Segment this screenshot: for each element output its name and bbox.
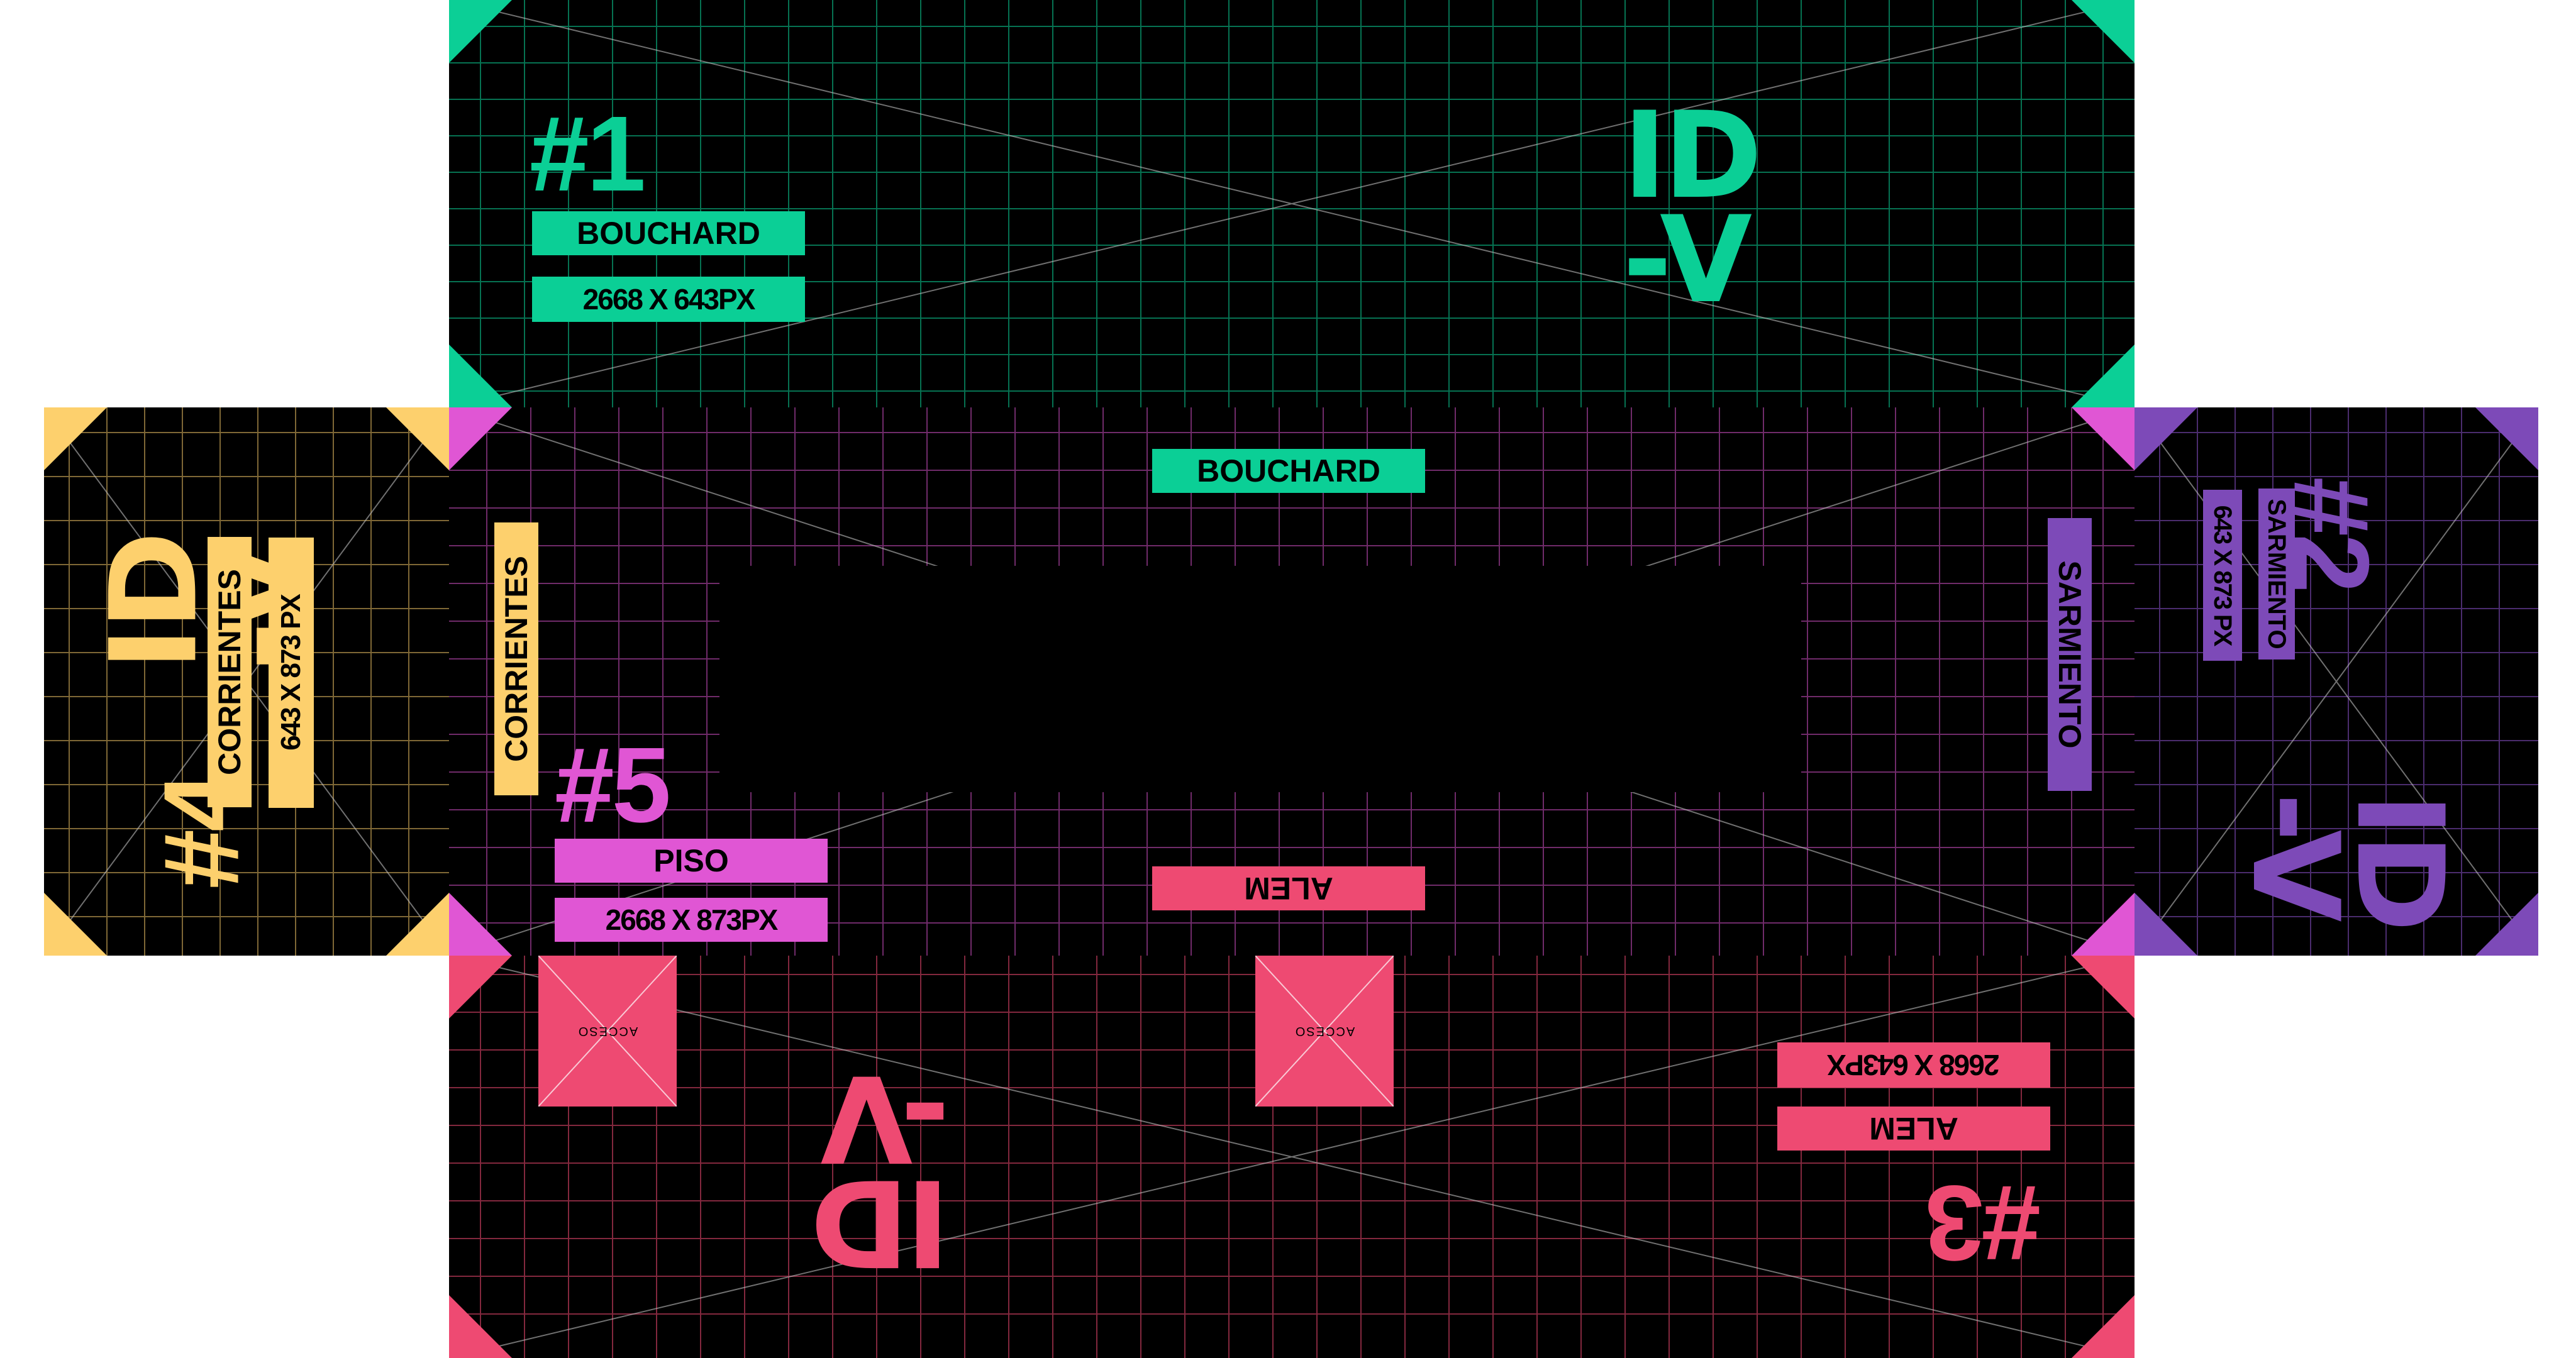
panel-alem-wall: ACCESO ACCESO 2668 X 643PX ALEM #3 ID -V bbox=[449, 956, 2135, 1358]
logo-line-v: -V bbox=[824, 1048, 950, 1188]
edge-label-right: SARMIENTO bbox=[2048, 518, 2092, 791]
grid-lines bbox=[449, 0, 2135, 407]
dimension-label: 2668 X 873PX bbox=[555, 898, 828, 942]
panel-number: #3 bbox=[1927, 1163, 2041, 1283]
idv-logo: ID -V bbox=[814, 1048, 950, 1292]
panel-number: #5 bbox=[555, 726, 671, 845]
logo-line-id: ID bbox=[2330, 792, 2470, 929]
idv-logo: ID -V bbox=[2226, 792, 2470, 929]
panel-corrientes-wall: ID -V #4 CORRIENTES 643 X 873 PX bbox=[44, 407, 449, 956]
street-label: SARMIENTO bbox=[2258, 489, 2295, 660]
panel-bouchard-wall: #1 BOUCHARD 2668 X 643PX ID -V bbox=[449, 0, 2135, 407]
edge-label-top: BOUCHARD bbox=[1152, 449, 1425, 493]
street-label: BOUCHARD bbox=[532, 211, 805, 255]
panel-piso-floor: BOUCHARD ALEM CORRIENTES SARMIENTO #5 PI… bbox=[449, 407, 2135, 956]
logo-line-id: ID bbox=[1623, 86, 1762, 225]
dimension-label: 643 X 873 PX bbox=[269, 538, 314, 808]
dimension-label: 643 X 873 PX bbox=[2203, 490, 2242, 661]
edge-label-left: CORRIENTES bbox=[494, 522, 538, 795]
panel-sarmiento-wall: #2 SARMIENTO 643 X 873 PX ID -V bbox=[2135, 407, 2538, 956]
logo-line-v: -V bbox=[1623, 190, 1752, 329]
access-door-center: ACCESO bbox=[1255, 956, 1394, 1107]
panel-number: #1 bbox=[530, 94, 646, 214]
access-door-left: ACCESO bbox=[538, 956, 677, 1107]
acceso-label: ACCESO bbox=[1294, 1024, 1355, 1039]
logo-line-id: ID bbox=[814, 1152, 950, 1292]
edge-label-bottom: ALEM bbox=[1152, 866, 1425, 910]
piso-label: PISO bbox=[555, 839, 828, 883]
logo-line-v: -V bbox=[2226, 792, 2365, 919]
idv-logo: ID -V bbox=[1623, 86, 1762, 329]
dimension-label: 2668 X 643PX bbox=[532, 277, 805, 322]
street-label: ALEM bbox=[1777, 1107, 2050, 1151]
street-label: CORRIENTES bbox=[208, 537, 252, 807]
acceso-label: ACCESO bbox=[577, 1024, 638, 1039]
dimension-label: 2668 X 643PX bbox=[1777, 1042, 2050, 1088]
grid-lines bbox=[449, 407, 2135, 956]
